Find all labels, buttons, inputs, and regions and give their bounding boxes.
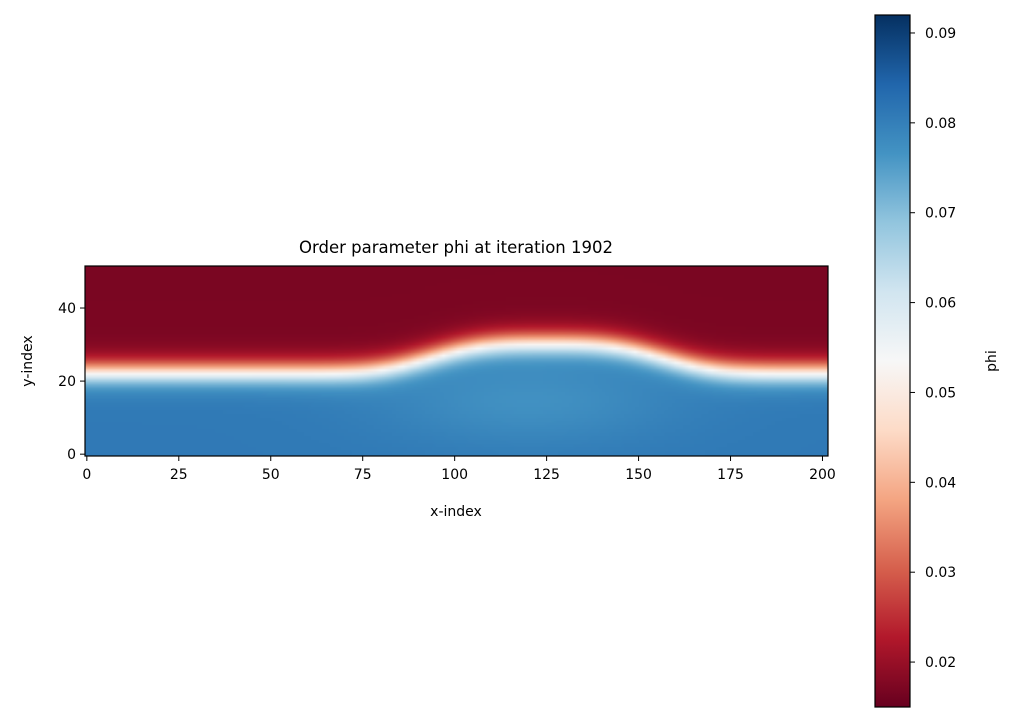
x-tick-label: 100	[441, 467, 468, 483]
colorbar-tick-label: 0.08	[925, 116, 956, 132]
x-tick-label: 150	[625, 467, 652, 483]
chart-title: Order parameter phi at iteration 1902	[299, 238, 613, 257]
x-tick-label: 125	[533, 467, 560, 483]
plot-frame	[84, 265, 829, 457]
colorbar-label: phi	[984, 350, 1000, 372]
y-tick-label: 0	[67, 447, 76, 463]
colorbar-tick-label: 0.02	[925, 655, 956, 671]
colorbar-ticks: 0.02 0.03 0.04 0.05 0.06 0.07 0.08 0.09	[910, 26, 956, 671]
colorbar-frame	[874, 14, 911, 708]
x-tick-label: 50	[262, 467, 280, 483]
heatmap-image	[85, 266, 828, 456]
y-axis-label: y-index	[20, 335, 36, 386]
colorbar-tick-label: 0.09	[925, 26, 956, 42]
x-tick-label: 200	[809, 467, 836, 483]
x-axis-label: x-index	[430, 504, 482, 520]
x-tick-label: 0	[82, 467, 91, 483]
x-axis-ticks: 0 25 50 75 100 125 150 175 200	[82, 456, 836, 483]
y-tick-label: 40	[58, 301, 76, 317]
colorbar-tick-label: 0.07	[925, 206, 956, 222]
x-tick-label: 175	[717, 467, 744, 483]
colorbar-tick-label: 0.06	[925, 296, 956, 312]
x-tick-label: 25	[170, 467, 188, 483]
heatmap-plot-area	[84, 265, 829, 457]
x-tick-label: 75	[354, 467, 372, 483]
colorbar-gradient	[875, 15, 910, 707]
colorbar-tick-label: 0.04	[925, 475, 956, 491]
colorbar-tick-label: 0.05	[925, 385, 956, 401]
colorbar: 0.02 0.03 0.04 0.05 0.06 0.07 0.08 0.09 phi	[874, 14, 1000, 708]
y-axis-ticks: 0 20 40	[58, 301, 85, 463]
colorbar-tick-label: 0.03	[925, 565, 956, 581]
y-tick-label: 20	[58, 374, 76, 390]
